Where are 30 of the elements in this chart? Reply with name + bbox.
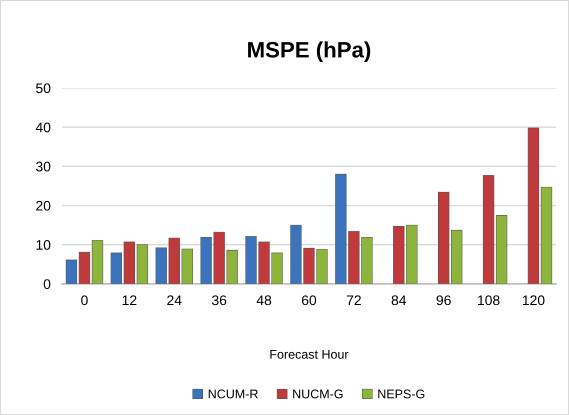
y-tick-label: 10 bbox=[36, 240, 50, 250]
bar bbox=[290, 224, 302, 284]
legend-label: NCUM-R bbox=[208, 390, 258, 398]
y-tick-label: 40 bbox=[36, 122, 50, 132]
x-tick-label: 36 bbox=[212, 295, 226, 306]
y-tick-label: 30 bbox=[36, 162, 50, 172]
bar bbox=[540, 186, 552, 284]
x-tick-label: 96 bbox=[436, 295, 451, 306]
x-tick-label: 120 bbox=[522, 295, 545, 306]
y-tick-label: 50 bbox=[36, 83, 50, 94]
x-axis-title: Forecast Hour bbox=[270, 350, 348, 359]
x-tick-label: 0 bbox=[81, 295, 88, 306]
bar bbox=[303, 248, 315, 284]
legend-label: NUCM-G bbox=[293, 390, 343, 398]
x-tick-label: 60 bbox=[302, 295, 316, 306]
y-tick-label: 0 bbox=[44, 279, 50, 290]
bar bbox=[92, 240, 104, 284]
x-tick-label: 48 bbox=[256, 295, 272, 306]
x-tick-label: 72 bbox=[346, 295, 361, 306]
y-tick-label: 20 bbox=[36, 200, 50, 211]
bar bbox=[78, 252, 90, 284]
x-tick-label: 24 bbox=[167, 295, 182, 306]
legend-label: NEPS-G bbox=[378, 390, 424, 398]
bar bbox=[528, 128, 540, 284]
x-tick-label: 108 bbox=[478, 295, 500, 306]
x-tick-label: 84 bbox=[392, 295, 406, 306]
bar bbox=[66, 260, 78, 284]
x-tick-label: 12 bbox=[122, 295, 136, 306]
bar bbox=[316, 249, 328, 284]
chart-title: MSPE (hPa) bbox=[248, 41, 370, 62]
